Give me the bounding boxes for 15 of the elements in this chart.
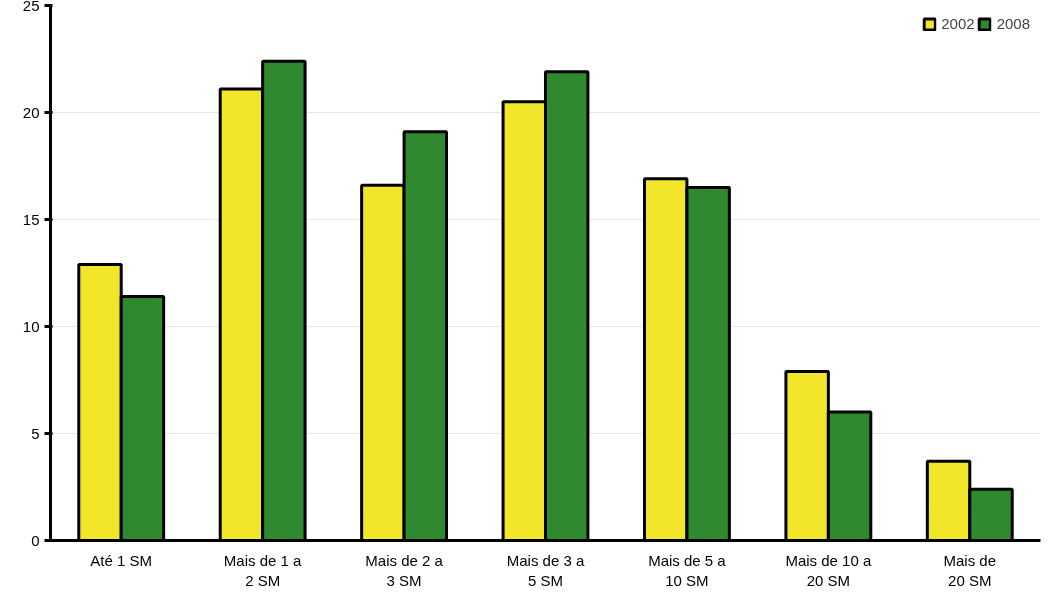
y-tick-label: 10	[22, 317, 40, 335]
x-tick-label: Mais de 1 a 2 SM	[223, 551, 303, 589]
x-tick-label: Mais de 2 a 3 SM	[365, 551, 444, 589]
legend-label: 2008	[996, 15, 1030, 32]
x-tick-label: Mais de 3 a 5 SM	[506, 551, 585, 589]
y-tick-label: 0	[31, 531, 40, 549]
y-tick-label: 5	[31, 424, 40, 442]
legend-label: 2002	[941, 15, 975, 32]
x-tick-label: Mais de 5 a 10 SM	[648, 551, 727, 589]
x-tick-label: Mais de 10 a 20 SM	[785, 551, 872, 589]
y-tick-label: 20	[22, 103, 40, 121]
y-tick-label: 15	[22, 210, 40, 228]
x-tick-label: Mais de 20 SM	[943, 551, 997, 589]
x-tick-label: Até 1 SM	[90, 551, 153, 569]
y-tick-label: 25	[22, 0, 40, 14]
